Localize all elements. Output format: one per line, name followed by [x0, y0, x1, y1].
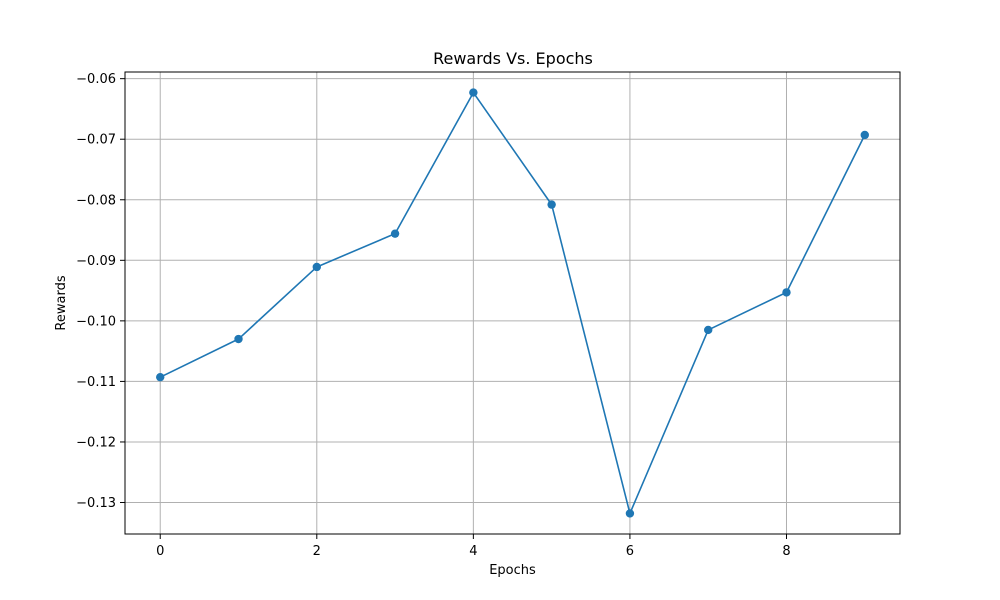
- grid: [125, 72, 900, 534]
- chart-title: Rewards Vs. Epochs: [433, 49, 593, 68]
- data-point: [547, 200, 556, 209]
- data-point: [312, 262, 321, 272]
- x-tick-label: 4: [469, 544, 477, 559]
- series-layer: [156, 88, 869, 518]
- series-line: [159, 91, 866, 515]
- y-tick-label: −0.08: [76, 193, 116, 208]
- y-tick-label: −0.12: [76, 435, 116, 450]
- x-axis-ticks: 0 2 4 6 8: [156, 534, 791, 559]
- y-axis-label: Rewards: [54, 275, 69, 330]
- data-point: [156, 372, 165, 382]
- data-point: [234, 334, 243, 344]
- y-tick-label: −0.10: [76, 314, 116, 329]
- data-point: [860, 130, 869, 140]
- data-point: [782, 288, 791, 297]
- plot-area-frame: [124, 71, 901, 535]
- y-tick-label: −0.06: [76, 72, 116, 87]
- x-tick-label: 6: [626, 544, 634, 559]
- data-point: [469, 88, 478, 97]
- y-tick-label: −0.11: [76, 375, 116, 390]
- y-tick-label: −0.13: [76, 496, 116, 511]
- x-tick-label: 2: [313, 544, 321, 559]
- data-point: [704, 325, 713, 335]
- y-axis-ticks: −0.06 −0.07 −0.08 −0.09 −0.10 −0.11 −0.12 −0.13: [76, 72, 125, 511]
- y-tick-label: −0.09: [76, 254, 116, 269]
- data-point: [390, 229, 400, 238]
- data-point: [625, 509, 635, 518]
- x-tick-label: 0: [156, 544, 164, 559]
- x-axis-label: Epochs: [489, 563, 536, 578]
- y-tick-label: −0.07: [76, 133, 116, 148]
- x-tick-label: 8: [782, 544, 790, 559]
